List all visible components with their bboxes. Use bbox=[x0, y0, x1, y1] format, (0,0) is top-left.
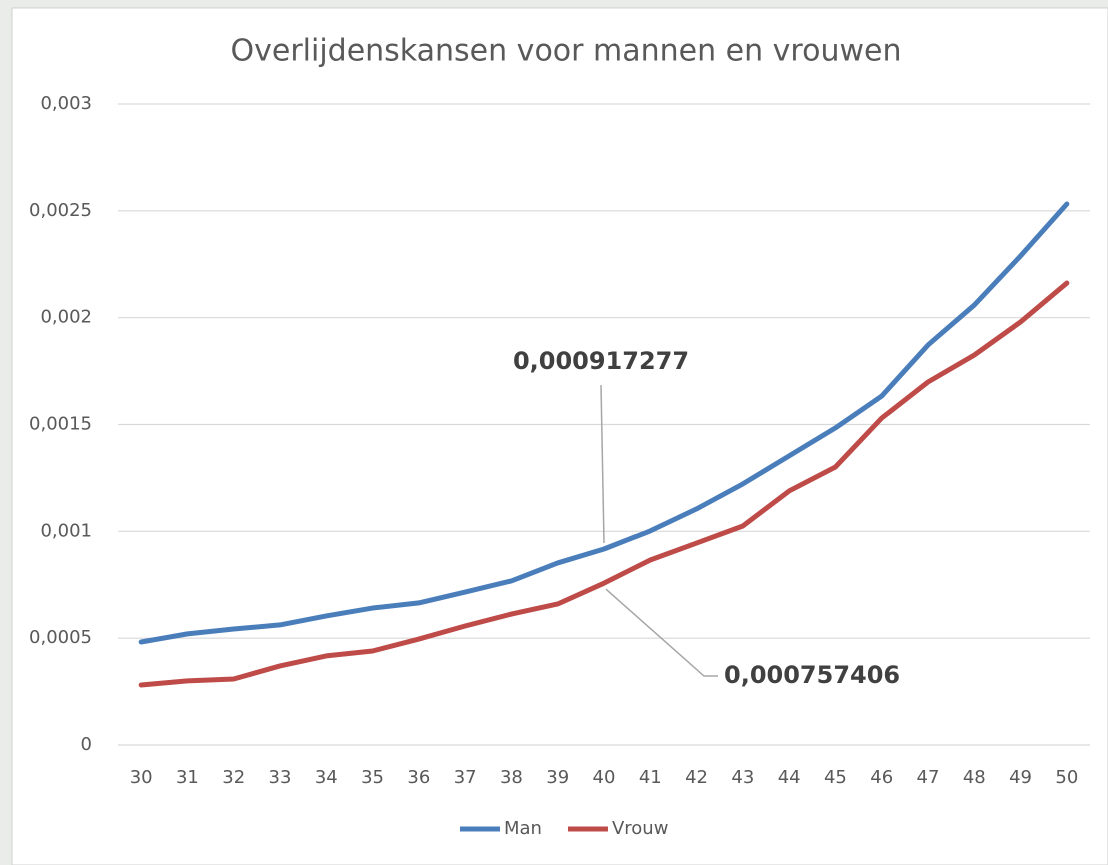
legend-label: Vrouw bbox=[612, 818, 668, 839]
x-tick-label: 31 bbox=[176, 767, 199, 788]
data-label: 0,000917277 bbox=[513, 347, 689, 375]
x-tick-label: 42 bbox=[685, 767, 708, 788]
y-tick-label: 0 bbox=[81, 734, 92, 755]
y-tick-label: 0,002 bbox=[40, 307, 92, 328]
data-label: 0,000757406 bbox=[724, 661, 900, 689]
x-tick-label: 30 bbox=[130, 767, 153, 788]
leader-line bbox=[600, 384, 605, 544]
y-tick-label: 0,0025 bbox=[29, 200, 92, 221]
x-tick-label: 37 bbox=[454, 767, 477, 788]
x-tick-label: 40 bbox=[593, 767, 616, 788]
x-tick-label: 41 bbox=[639, 767, 662, 788]
leader-line bbox=[605, 588, 718, 677]
series-line bbox=[138, 201, 1070, 645]
x-tick-label: 35 bbox=[361, 767, 384, 788]
y-tick-label: 0,0005 bbox=[29, 627, 92, 648]
x-tick-label: 45 bbox=[824, 767, 847, 788]
x-tick-label: 47 bbox=[917, 767, 940, 788]
y-tick-label: 0,001 bbox=[40, 520, 92, 541]
x-tick-label: 38 bbox=[500, 767, 523, 788]
x-tick-label: 33 bbox=[269, 767, 292, 788]
x-tick-label: 39 bbox=[546, 767, 569, 788]
x-tick-label: 48 bbox=[963, 767, 986, 788]
x-tick-label: 49 bbox=[1009, 767, 1032, 788]
x-tick-label: 34 bbox=[315, 767, 338, 788]
chart-area bbox=[11, 7, 1108, 865]
x-tick-label: 44 bbox=[778, 767, 801, 788]
x-tick-label: 43 bbox=[731, 767, 754, 788]
legend-label: Man bbox=[504, 818, 542, 839]
chart-title: Overlijdenskansen voor mannen en vrouwen bbox=[231, 34, 902, 69]
y-tick-label: 0,0015 bbox=[29, 414, 92, 435]
x-tick-label: 46 bbox=[870, 767, 893, 788]
series-line bbox=[138, 280, 1070, 688]
x-tick-label: 32 bbox=[222, 767, 245, 788]
y-tick-label: 0,003 bbox=[40, 93, 92, 114]
x-tick-label: 50 bbox=[1055, 767, 1078, 788]
x-tick-label: 36 bbox=[407, 767, 430, 788]
